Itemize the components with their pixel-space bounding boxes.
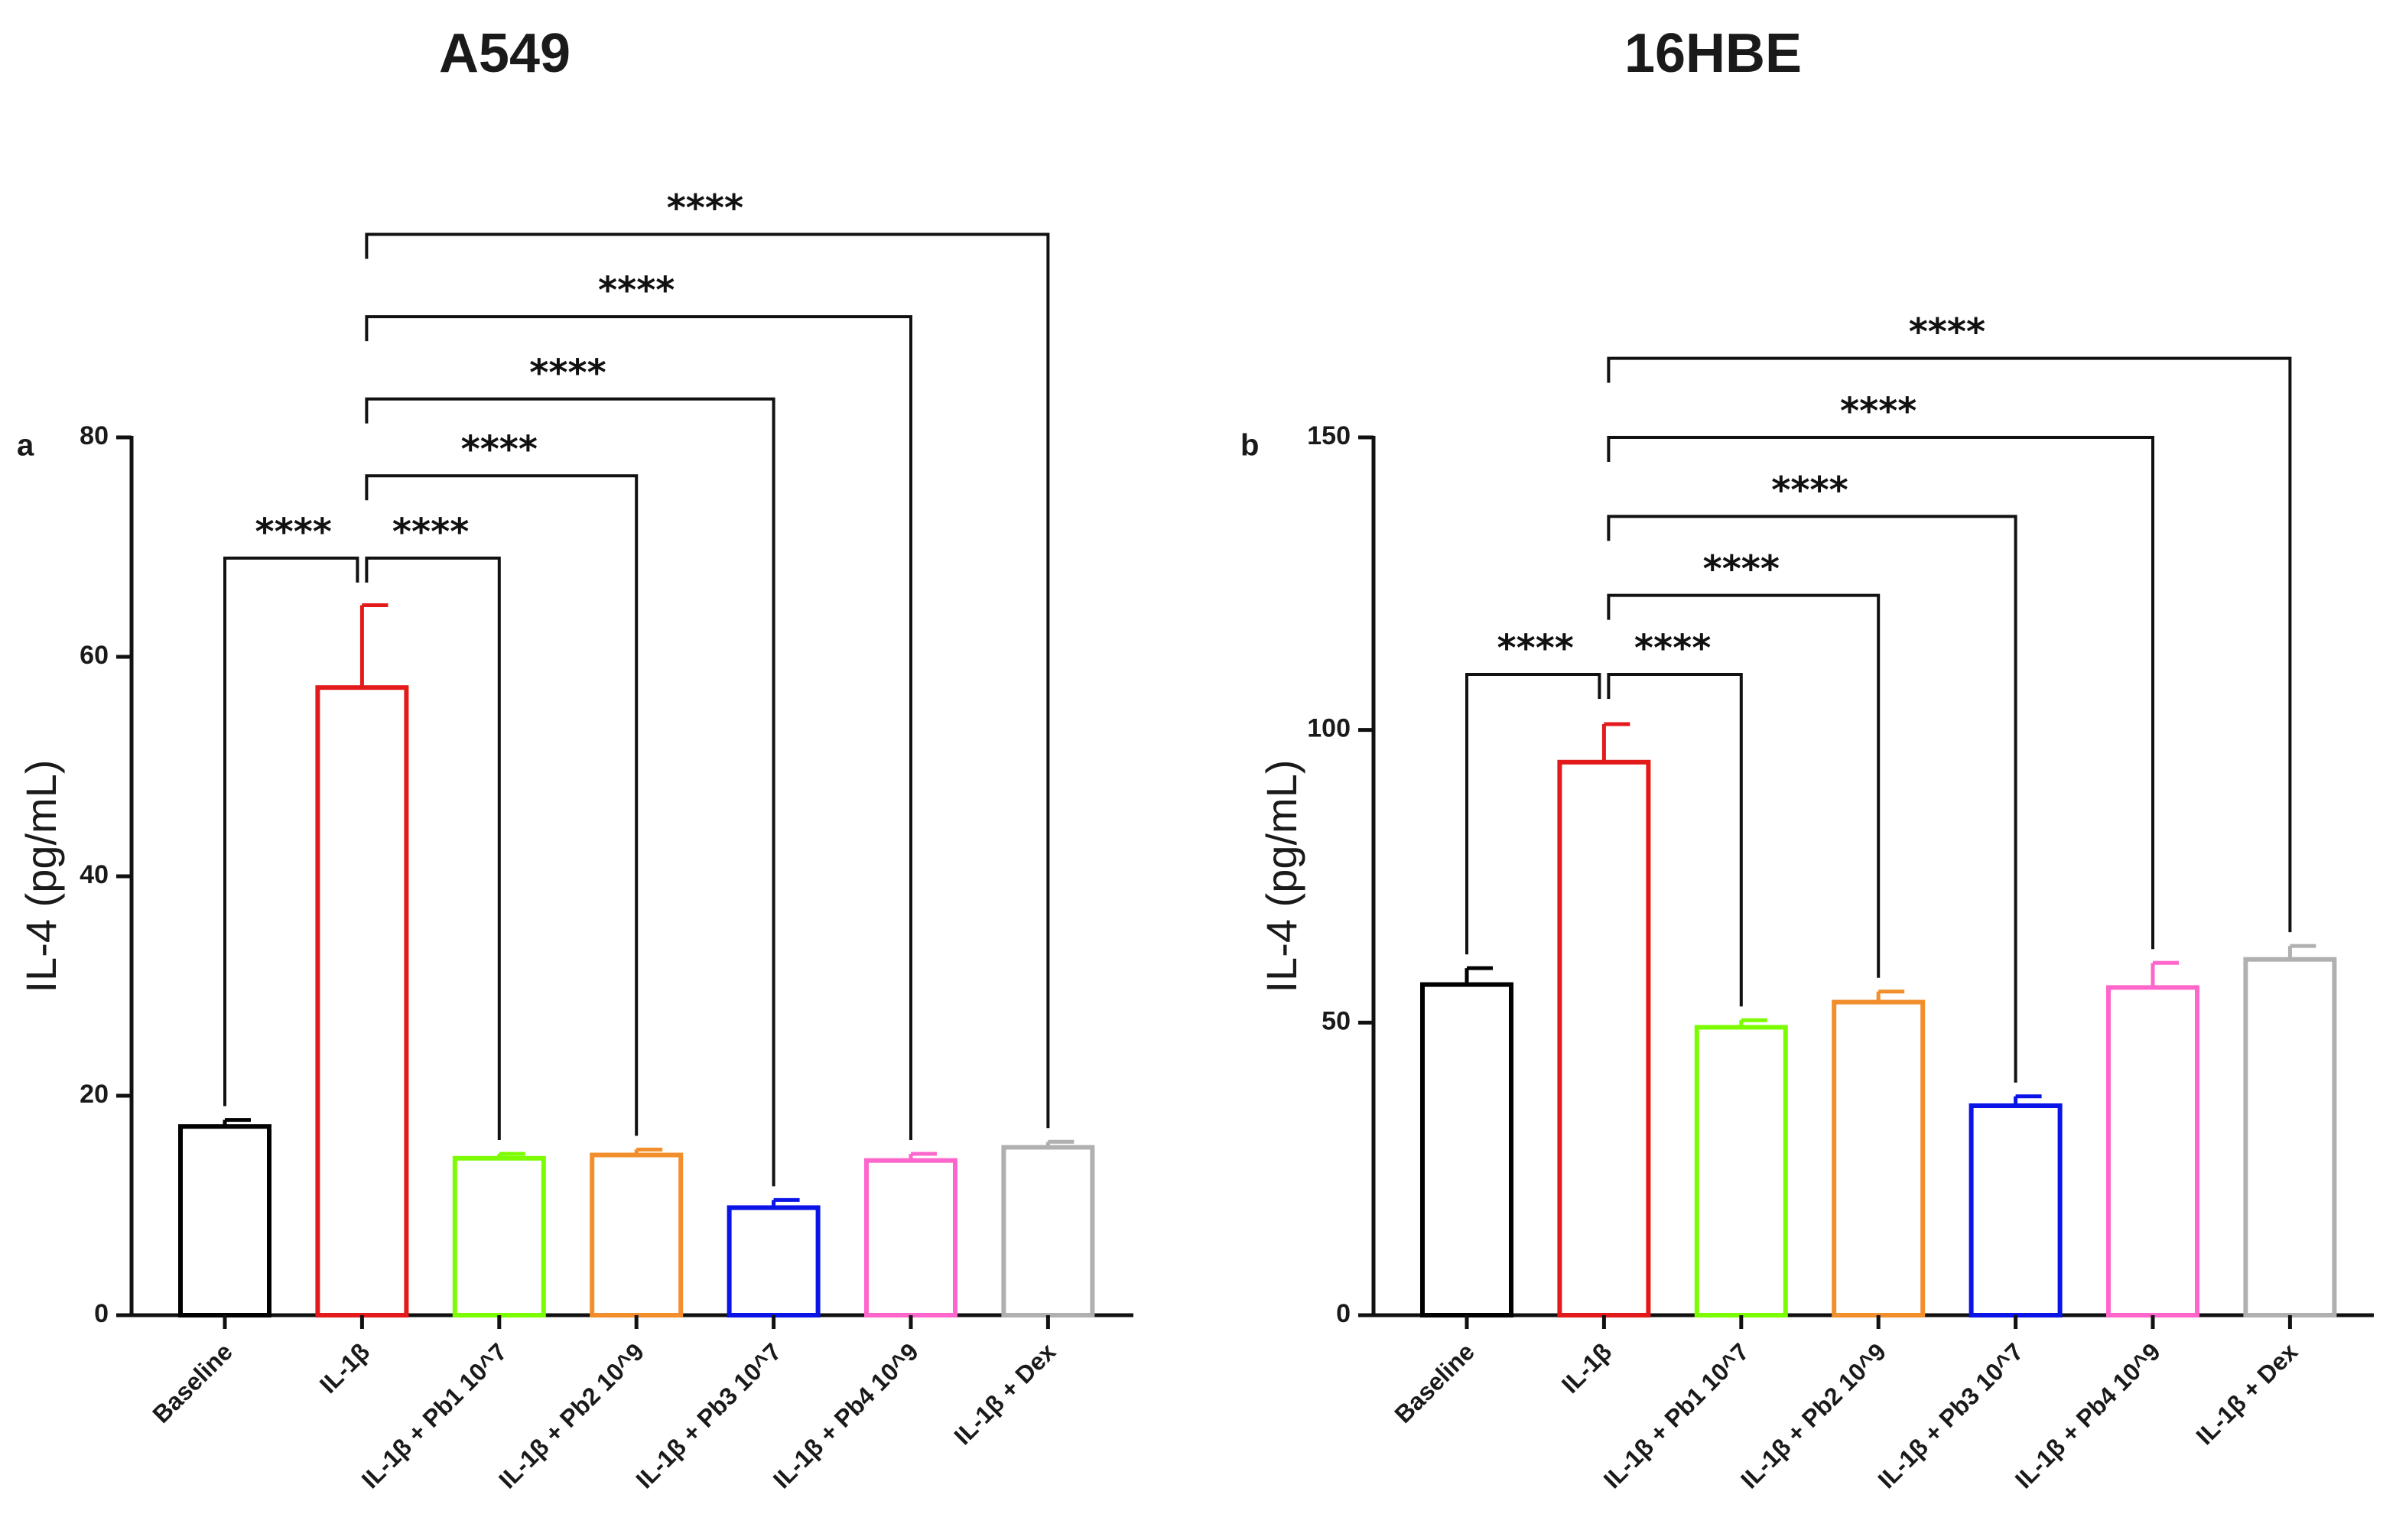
y-tick-label: 150 — [1307, 421, 1351, 450]
bar — [1557, 759, 1651, 1317]
significance-bracket — [1607, 593, 1881, 978]
bar — [452, 1155, 546, 1318]
x-tick-label: Baseline — [1389, 1337, 1480, 1428]
x-tick-label: IL-1β — [1556, 1337, 1617, 1398]
significance-bracket — [1465, 672, 1601, 955]
x-tick-label: Baseline — [147, 1337, 238, 1428]
y-axis-label: IL-4 (pg/mL) — [1257, 760, 1305, 993]
significance-label: **** — [667, 187, 743, 230]
panel-letter: a — [17, 429, 34, 463]
y-tick-label: 40 — [80, 860, 109, 889]
x-tick-label: IL-1β + Pb3 10^7 — [1872, 1337, 2028, 1493]
chart-panel-b: 16HBE b IL-4 (pg/mL) 0 50 100 150 Baseline IL-1β… — [1240, 23, 2374, 1494]
bar — [2106, 985, 2199, 1317]
y-tick-label: 100 — [1307, 714, 1351, 743]
x-tick-label: IL-1β + Pb3 10^7 — [630, 1337, 786, 1493]
significance-label: **** — [1771, 469, 1848, 512]
significance-label: **** — [1909, 311, 1985, 354]
bar — [1694, 1025, 1788, 1318]
x-tick-label: IL-1β + Dex — [949, 1337, 1061, 1450]
significance-label: **** — [1840, 390, 1916, 433]
significance-label: **** — [392, 511, 469, 554]
y-tick-label: 50 — [1322, 1006, 1351, 1035]
x-tick-label: IL-1β + Pb4 10^9 — [2010, 1337, 2166, 1493]
significance-bracket — [1607, 515, 2017, 1083]
significance-bracket — [365, 232, 1050, 1129]
y-tick-label: 80 — [80, 421, 109, 450]
bar — [1420, 982, 1513, 1317]
y-tick-label: 20 — [80, 1080, 109, 1109]
bar — [864, 1158, 957, 1318]
x-tick-label: IL-1β + Pb2 10^9 — [493, 1337, 649, 1493]
y-tick-label: 0 — [94, 1299, 109, 1328]
y-tick-label: 0 — [1336, 1299, 1351, 1328]
bar — [1968, 1103, 2063, 1317]
significance-bracket — [365, 315, 912, 1141]
bar — [727, 1205, 821, 1317]
panel-letter: b — [1240, 429, 1259, 463]
significance-label: **** — [461, 428, 538, 471]
significance-bracket — [223, 556, 359, 1106]
significance-label: **** — [1634, 627, 1711, 670]
significance-bracket — [365, 556, 501, 1141]
bar — [590, 1152, 684, 1317]
chart-title: A549 — [439, 23, 571, 84]
significance-bracket — [1607, 672, 1743, 1007]
bar — [1001, 1145, 1095, 1317]
significance-bracket — [1607, 436, 2154, 950]
significance-label: **** — [1497, 627, 1573, 670]
significance-label: **** — [529, 352, 606, 395]
significance-label: **** — [1703, 548, 1780, 591]
significance-bracket — [365, 397, 775, 1187]
bar — [2243, 957, 2337, 1318]
y-axis-label: IL-4 (pg/mL) — [17, 760, 65, 993]
bar — [315, 685, 409, 1317]
significance-bracket — [365, 474, 639, 1136]
significance-label: **** — [255, 511, 331, 554]
significance-bracket — [1607, 356, 2292, 933]
chart-title: 16HBE — [1624, 23, 1802, 84]
x-tick-label: IL-1β + Pb4 10^9 — [768, 1337, 924, 1493]
x-tick-label: IL-1β + Pb1 10^7 — [1598, 1337, 1754, 1493]
x-tick-label: IL-1β — [314, 1337, 375, 1398]
bar — [1832, 999, 1926, 1317]
x-tick-label: IL-1β + Dex — [2191, 1337, 2303, 1450]
significance-label: **** — [598, 269, 675, 312]
bar — [178, 1124, 271, 1318]
x-tick-label: IL-1β + Pb2 10^9 — [1735, 1337, 1891, 1493]
y-tick-label: 60 — [80, 641, 109, 670]
x-tick-label: IL-1β + Pb1 10^7 — [356, 1337, 512, 1493]
